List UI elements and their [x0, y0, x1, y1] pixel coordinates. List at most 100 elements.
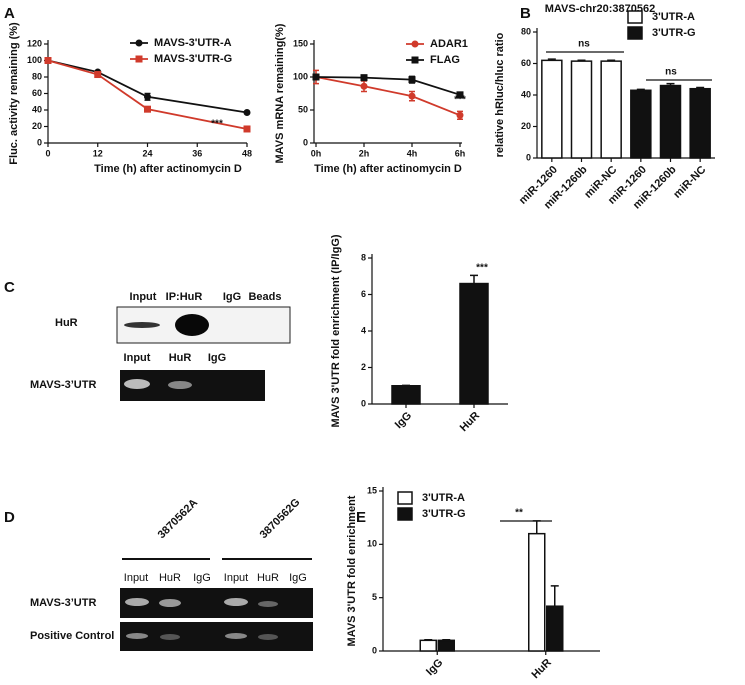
- y-tick-label: 100: [293, 71, 308, 81]
- legend-swatch: [397, 507, 413, 521]
- significance: ***: [211, 119, 223, 130]
- point: [312, 73, 320, 81]
- band: [258, 634, 278, 640]
- band: [175, 314, 209, 336]
- y-tick-label: 150: [293, 38, 308, 48]
- y-tick-label: 50: [298, 104, 308, 114]
- band: [126, 633, 148, 639]
- x-tick-label: miR-NC: [671, 164, 708, 201]
- y-tick-label: 60: [521, 58, 531, 68]
- legend-label: 3'UTR-G: [652, 27, 696, 39]
- x-axis-label: Time (h) after actinomycin D: [314, 163, 462, 175]
- y-axis-label: MAVS mRNA remaining(%): [274, 23, 286, 163]
- row-label: HuR: [55, 317, 78, 329]
- bar: [570, 60, 593, 159]
- series-line: [47, 59, 248, 114]
- legend-label: MAVS-3'UTR-G: [154, 53, 232, 65]
- series-line: [315, 76, 461, 117]
- point: [360, 74, 368, 82]
- y-tick-label: 4: [361, 325, 366, 335]
- legend-swatch: [627, 10, 643, 24]
- y-tick-label: 0: [526, 152, 531, 162]
- series-line: [315, 76, 461, 96]
- lane-label: IgG: [193, 572, 211, 584]
- lane-label: HuR: [159, 572, 181, 584]
- lane-label: Input: [224, 572, 248, 584]
- panel-label: A: [4, 5, 15, 22]
- point: [243, 108, 251, 116]
- x-tick-label: 36: [192, 148, 202, 158]
- y-tick-label: 100: [27, 55, 42, 65]
- y-tick-label: 15: [367, 485, 377, 495]
- x-tick-label: HuR: [529, 657, 554, 682]
- lane-label: HuR: [169, 352, 192, 364]
- bar: [546, 605, 564, 652]
- panel-label: E: [356, 509, 366, 526]
- legend-swatch: [627, 26, 643, 40]
- y-tick-label: 0: [303, 137, 308, 147]
- lane-label: IP:HuR: [166, 291, 203, 303]
- x-tick-label: 4h: [407, 148, 418, 158]
- bar: [419, 639, 437, 652]
- y-tick-label: 0: [37, 137, 42, 147]
- significance: ns: [578, 39, 590, 50]
- y-tick-label: 8: [361, 252, 366, 262]
- y-tick-label: 0: [372, 645, 377, 655]
- y-tick-label: 40: [32, 104, 42, 114]
- lane-label: Input: [124, 572, 148, 584]
- panel-label: B: [520, 5, 531, 22]
- point: [408, 92, 416, 100]
- series-line: [47, 59, 248, 130]
- legend-label: ADAR1: [430, 38, 468, 50]
- lane-label: HuR: [257, 572, 279, 584]
- row-label: MAVS-3’UTR: [30, 597, 96, 609]
- legend-swatch: [397, 491, 413, 505]
- lane-label: IgG: [208, 352, 226, 364]
- x-tick-label: IgG: [393, 410, 414, 431]
- lane-label: Input: [124, 352, 151, 364]
- band: [168, 381, 192, 389]
- gel: [120, 588, 313, 618]
- lane-label: IgG: [289, 572, 307, 584]
- point: [456, 91, 464, 99]
- x-tick-label: IgG: [424, 657, 445, 678]
- lane-label: Input: [130, 291, 157, 303]
- significance: **: [515, 508, 523, 519]
- legend-label: 3'UTR-A: [652, 11, 695, 23]
- y-axis-label: MAVS 3'UTR fold enrichment (IP/IgG): [330, 234, 342, 427]
- point: [144, 105, 151, 113]
- x-tick-label: 0: [45, 148, 50, 158]
- y-axis-label: MAVS 3'UTR fold enrichment: [346, 495, 358, 646]
- error-bar: [532, 520, 541, 534]
- row-label: MAVS-3’UTR: [30, 379, 96, 391]
- y-tick-label: 80: [521, 26, 531, 36]
- lane-label: IgG: [223, 291, 241, 303]
- x-tick-label: 2h: [359, 148, 370, 158]
- point: [144, 93, 151, 101]
- band: [160, 634, 180, 640]
- band: [125, 598, 149, 606]
- y-tick-label: 10: [367, 539, 377, 549]
- bar: [659, 84, 682, 159]
- sample-label: 3870562G: [258, 496, 303, 541]
- band: [258, 601, 278, 607]
- band: [124, 322, 160, 328]
- panel-label: D: [4, 509, 15, 526]
- significance: ***: [454, 95, 466, 106]
- point: [94, 71, 102, 79]
- band: [159, 599, 181, 607]
- point: [408, 76, 416, 84]
- bar: [391, 385, 421, 405]
- y-tick-label: 6: [361, 289, 366, 299]
- x-tick-label: 0h: [311, 148, 322, 158]
- bar: [459, 282, 489, 405]
- legend-label: 3'UTR-A: [422, 492, 465, 504]
- legend-label: 3'UTR-G: [422, 508, 466, 520]
- row-label: Positive Control: [30, 630, 114, 642]
- y-tick-label: 2: [361, 362, 366, 372]
- point: [135, 39, 143, 47]
- x-tick-label: HuR: [458, 410, 483, 435]
- y-tick-label: 40: [521, 89, 531, 99]
- y-tick-label: 120: [27, 38, 42, 48]
